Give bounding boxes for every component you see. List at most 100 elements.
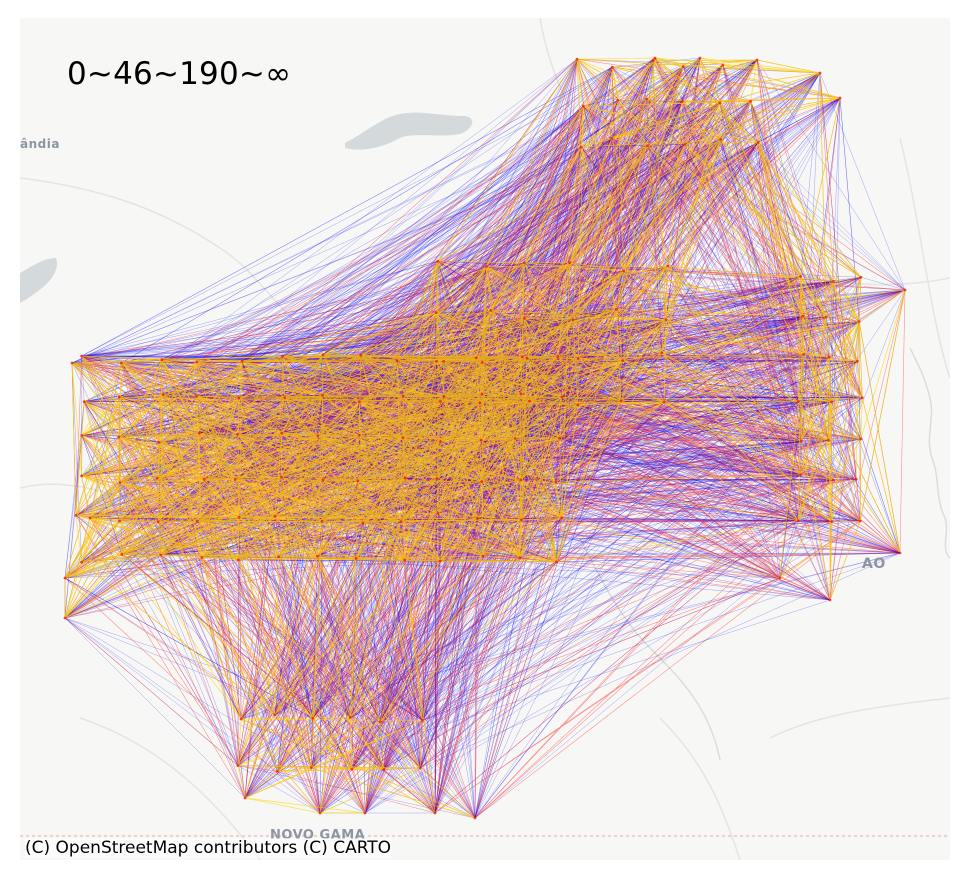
network-node [830, 520, 834, 523]
network-node [236, 558, 240, 562]
network-node [273, 514, 277, 518]
network-node [348, 716, 352, 719]
network-node [476, 516, 479, 520]
network-node [157, 441, 161, 444]
lake-shape [345, 112, 473, 150]
network-node [571, 318, 575, 322]
west-water-shape [20, 258, 58, 303]
node-layer [63, 56, 907, 820]
network-node [70, 361, 74, 365]
network-node [749, 99, 752, 103]
network-node [273, 713, 276, 717]
map-frame[interactable]: 0~46~190~∞ ândia AO NOVO GAMA (C) OpenSt… [20, 18, 950, 860]
network-node [479, 438, 483, 442]
network-node [63, 576, 67, 580]
network-node [281, 355, 284, 358]
network-node [74, 514, 78, 517]
network-node [575, 57, 579, 61]
network-node [519, 392, 523, 396]
network-node [555, 560, 558, 564]
network-node [719, 137, 723, 141]
network-node [481, 554, 485, 558]
network-node [118, 519, 121, 523]
network-node [80, 474, 83, 478]
network-node [118, 481, 122, 484]
network-node [117, 435, 121, 439]
network-node [195, 360, 199, 364]
network-node [558, 436, 561, 440]
network-node [442, 395, 446, 398]
network-node [856, 359, 859, 363]
network-node [619, 399, 623, 403]
network-node [799, 275, 803, 278]
road-lines [20, 18, 950, 860]
network-node [378, 720, 382, 724]
network-node [117, 395, 121, 399]
network-node [830, 400, 834, 404]
network-node [439, 440, 442, 443]
network-node [195, 394, 199, 398]
network-node [485, 265, 488, 268]
network-node [718, 101, 722, 105]
network-node [156, 520, 160, 523]
place-label-west: ândia [20, 137, 60, 151]
network-node [681, 65, 685, 68]
network-node [832, 280, 835, 283]
network-node [363, 811, 367, 815]
network-node [401, 394, 405, 398]
network-node [523, 261, 526, 265]
network-node [435, 359, 438, 363]
network-node [80, 434, 84, 437]
network-node [159, 553, 163, 557]
network-node [82, 400, 86, 404]
network-node [800, 439, 803, 443]
network-node [309, 766, 313, 770]
network-node [243, 796, 247, 800]
network-node [860, 396, 864, 400]
network-node [554, 480, 558, 484]
network-node [525, 356, 529, 360]
network-node [857, 320, 861, 323]
network-node [666, 264, 670, 268]
network-node [755, 58, 759, 62]
network-node [683, 143, 687, 146]
network-node [560, 516, 564, 520]
network-node [480, 361, 484, 364]
network-node [442, 360, 446, 363]
network-node [155, 476, 159, 480]
network-node [651, 59, 655, 63]
network-node [698, 56, 702, 60]
map-canvas[interactable] [20, 18, 950, 860]
network-node [200, 556, 204, 559]
network-node [401, 436, 405, 440]
network-node [80, 354, 83, 358]
network-node [280, 431, 284, 435]
network-node [195, 519, 199, 523]
network-node [513, 437, 517, 440]
network-node [818, 71, 822, 75]
network-node [358, 400, 361, 404]
network-node [80, 560, 83, 564]
legend-label: 0~46~190~∞ [67, 56, 292, 92]
map-attribution[interactable]: (C) OpenStreetMap contributors (C) CARTO [25, 838, 392, 858]
network-node [119, 361, 123, 365]
network-node [797, 400, 800, 403]
edge-layer [64, 57, 906, 819]
network-node [318, 811, 322, 815]
network-node [520, 518, 523, 522]
network-node [568, 261, 572, 265]
network-node [662, 400, 666, 404]
network-node [320, 519, 324, 523]
network-node [316, 554, 319, 558]
network-node [240, 359, 244, 363]
network-node [556, 355, 560, 359]
network-node [436, 259, 440, 263]
network-node [480, 480, 484, 483]
network-node [438, 559, 442, 563]
network-node [321, 478, 325, 482]
network-node [831, 478, 835, 482]
network-node [382, 768, 386, 771]
network-node [321, 393, 324, 397]
network-node [311, 717, 315, 720]
network-node [859, 275, 863, 279]
